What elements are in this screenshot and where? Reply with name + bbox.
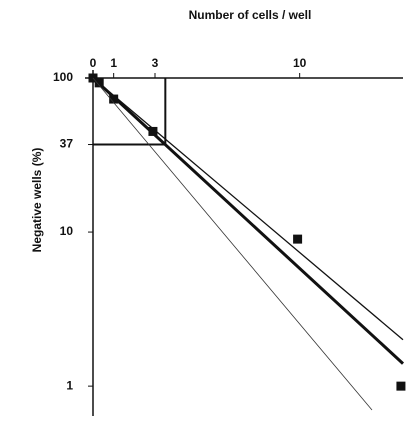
x-tick-label: 0: [90, 56, 97, 70]
fit-line: [91, 76, 405, 365]
x-tick-label: 10: [293, 56, 307, 70]
data-point: [293, 234, 303, 244]
x-tick-label: 1: [110, 56, 117, 70]
fit-line: [92, 77, 373, 411]
y-tick-label: 100: [53, 70, 73, 84]
y-tick-label: 1: [66, 378, 73, 392]
x-axis-title: Number of cells / well: [189, 8, 312, 22]
data-point: [396, 381, 406, 391]
y-tick-label: 10: [60, 224, 74, 238]
x-tick-label: 3: [152, 56, 159, 70]
y-axis-title: Negative wells (%): [30, 148, 44, 253]
fit-line: [92, 77, 404, 341]
y-tick-label: 37: [60, 137, 74, 151]
